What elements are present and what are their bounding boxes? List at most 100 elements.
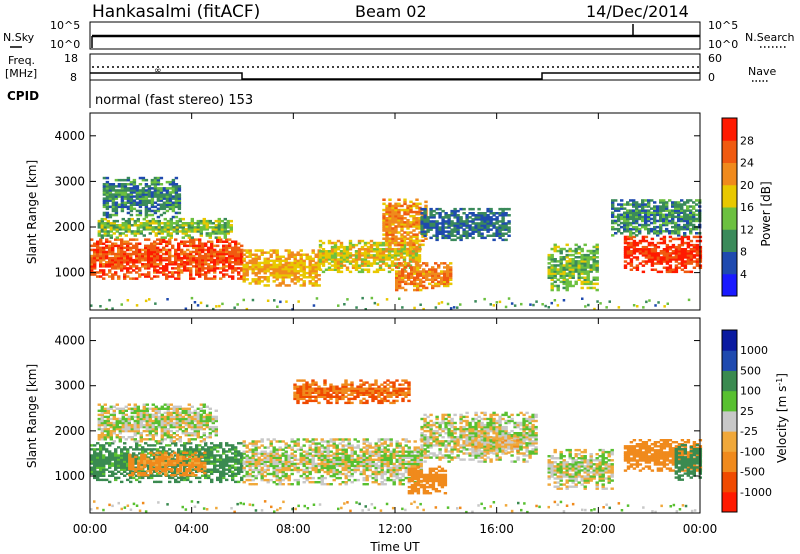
power-cell — [290, 253, 294, 256]
power-cell — [507, 297, 511, 300]
power-cell — [105, 254, 109, 258]
power-cell — [126, 189, 131, 192]
velocity-cell — [105, 442, 109, 445]
velocity-cell — [112, 413, 116, 417]
power-cell — [689, 239, 694, 243]
velocity-cell — [203, 467, 207, 471]
power-cell — [396, 254, 401, 257]
power-cell — [117, 267, 121, 270]
power-cell — [547, 276, 551, 279]
power-cell — [144, 211, 149, 215]
power-cell — [583, 272, 587, 275]
power-cell — [153, 263, 157, 266]
velocity-cell — [109, 421, 113, 425]
power-cell — [151, 226, 155, 229]
power-cell — [671, 203, 675, 206]
velocity-cell — [111, 442, 115, 445]
velocity-cell — [111, 458, 115, 461]
power-cell — [132, 252, 136, 256]
power-cell — [248, 251, 252, 254]
power-cell — [450, 230, 454, 233]
power-cell — [123, 277, 127, 280]
velocity-cell — [231, 476, 235, 480]
power-cell — [174, 183, 179, 186]
power-cell — [177, 201, 182, 204]
velocity-cell — [143, 453, 147, 456]
power-cell — [135, 201, 140, 204]
power-cell — [153, 240, 157, 243]
power-cell — [166, 224, 170, 227]
power-cell — [407, 278, 411, 281]
power-cell — [632, 199, 636, 202]
power-cell — [302, 259, 306, 263]
velocity-cell — [171, 442, 175, 445]
velocity-cell — [169, 403, 173, 406]
velocity-cell — [185, 469, 189, 473]
velocity-cell — [207, 460, 211, 463]
velocity-cell — [96, 454, 100, 457]
power-cell — [251, 271, 255, 275]
power-cell — [144, 248, 148, 252]
power-cell — [689, 262, 694, 265]
power-cell — [674, 256, 679, 259]
power-cell — [217, 236, 221, 239]
power-cell — [202, 219, 206, 223]
power-cell — [443, 272, 447, 275]
velocity-cell — [237, 480, 241, 484]
power-cell — [157, 226, 161, 229]
velocity-cell — [137, 463, 141, 467]
power-cell — [195, 250, 199, 254]
power-cell — [210, 242, 214, 245]
power-cell — [162, 207, 167, 211]
power-cell — [275, 269, 279, 273]
power-cell — [168, 207, 173, 211]
velocity-cell — [115, 434, 119, 437]
power-cell — [225, 261, 229, 264]
power-cell — [471, 207, 475, 211]
velocity-cell — [117, 456, 121, 459]
power-cell — [245, 278, 249, 281]
power-cell — [656, 234, 660, 237]
power-cell — [248, 267, 252, 271]
power-cell — [272, 251, 276, 254]
power-cell — [644, 209, 648, 212]
power-cell — [583, 268, 587, 271]
power-cell — [683, 209, 687, 212]
power-cell — [160, 226, 164, 229]
velocity-cell — [168, 474, 172, 477]
power-cell — [133, 219, 137, 223]
power-cell — [617, 215, 621, 219]
power-cell — [668, 199, 672, 202]
power-cell — [435, 228, 439, 231]
power-cell — [237, 267, 241, 270]
power-cell — [153, 275, 157, 278]
velocity-cell — [213, 446, 217, 449]
velocity-cell — [131, 457, 135, 461]
power-cell — [586, 274, 590, 277]
power-cell — [428, 282, 432, 286]
power-cell — [446, 264, 450, 267]
power-cell — [154, 226, 158, 229]
power-cell — [387, 270, 392, 274]
freq-strip: ∞ 18 8 Freq. [MHz] 60 0 Nave — [5, 52, 776, 84]
power-cell — [498, 220, 502, 223]
velocity-cell — [180, 472, 184, 475]
velocity-cell — [148, 407, 152, 410]
power-cell — [635, 215, 639, 219]
velocity-cell — [143, 461, 147, 465]
power-cell — [480, 232, 484, 235]
power-cell — [580, 256, 584, 259]
velocity-cell — [219, 454, 223, 457]
power-cell — [157, 224, 161, 227]
velocity-cell — [99, 448, 103, 451]
power-cell — [656, 209, 660, 212]
power-cell — [641, 201, 645, 204]
power-cell — [120, 267, 124, 270]
power-cell — [111, 199, 116, 202]
power-cell — [120, 263, 124, 266]
power-cell — [210, 250, 214, 254]
velocity-cell — [123, 456, 127, 459]
power-cell — [159, 205, 164, 209]
power-cell — [626, 201, 630, 204]
power-cell — [686, 217, 690, 221]
